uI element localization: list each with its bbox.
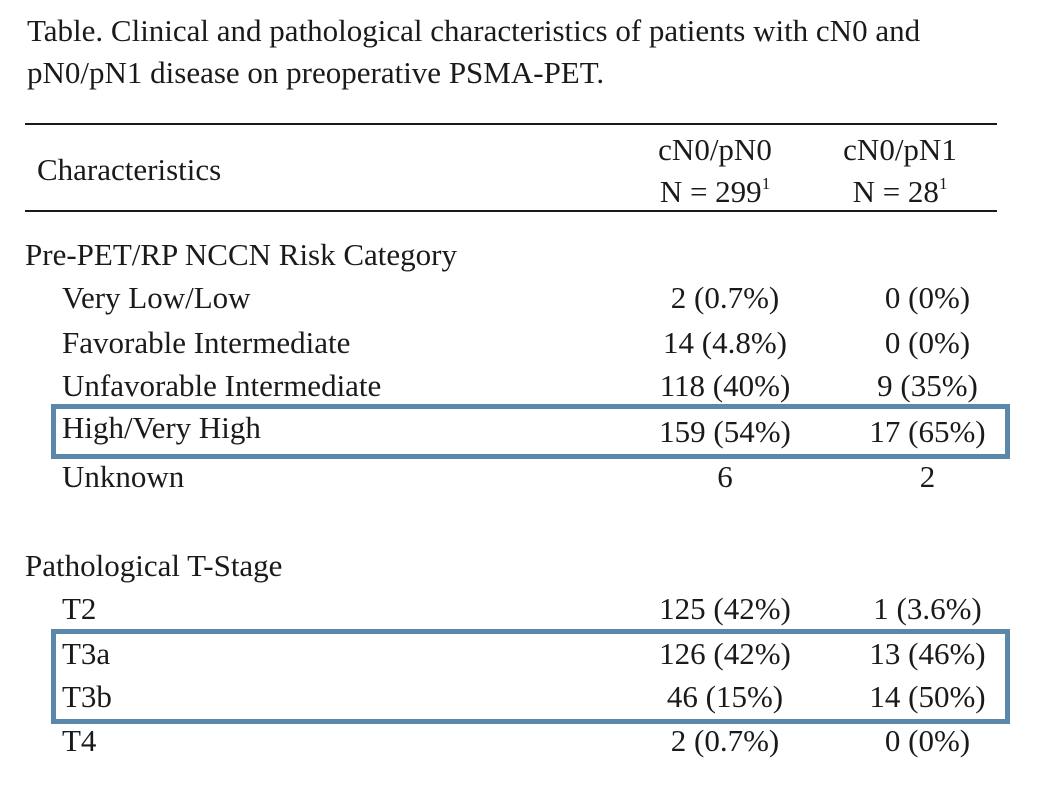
- row-pn0-value: 159 (54%): [659, 414, 791, 449]
- row-pn1-value: 0 (0%): [884, 280, 971, 315]
- row-pn0-value: 6: [717, 459, 733, 494]
- caption-line-1: Table. Clinical and pathological charact…: [27, 13, 921, 48]
- highlight-box-t3: [51, 629, 1010, 724]
- row-label: Favorable Intermediate: [62, 325, 351, 360]
- header-col1-footnote: 1: [761, 174, 771, 193]
- row-pn0-value: 126 (42%): [659, 636, 791, 671]
- row-pn1-value: 17 (65%): [869, 414, 986, 449]
- section-title-risk: Pre-PET/RP NCCN Risk Category: [25, 237, 458, 272]
- header-col2-footnote: 1: [938, 174, 948, 193]
- row-label: Very Low/Low: [62, 280, 251, 315]
- row-pn1-value: 13 (46%): [869, 636, 986, 671]
- row-pn1-value: 2: [919, 459, 936, 494]
- header-characteristics: Characteristics: [37, 152, 222, 187]
- top-rule: [25, 123, 997, 125]
- header-col1-name: cN0/pN0: [658, 132, 772, 167]
- row-label: Unfavorable Intermediate: [62, 368, 382, 403]
- row-pn0-value: 14 (4.8%): [663, 325, 787, 360]
- row-pn1-value: 0 (0%): [884, 325, 971, 360]
- highlight-box-high-risk: [51, 404, 1010, 459]
- row-pn1-value: 14 (50%): [869, 679, 986, 714]
- row-label: T2: [62, 591, 97, 626]
- header-rule: [25, 210, 997, 212]
- row-label: T3a: [62, 636, 111, 671]
- row-label: Unknown: [62, 459, 185, 494]
- header-col2-count: N = 281: [810, 172, 990, 212]
- caption-line-2: pN0/pN1 disease on preoperative PSMA-PET…: [27, 55, 605, 90]
- row-label: High/Very High: [62, 410, 261, 445]
- section-title-t-stage: Pathological T-Stage: [25, 548, 283, 583]
- table-caption: Table. Clinical and pathological charact…: [27, 10, 1037, 94]
- header-col2-name: cN0/pN1: [843, 132, 957, 167]
- row-pn0-value: 46 (15%): [666, 679, 784, 714]
- header-col1-n: N = 299: [659, 174, 762, 209]
- row-pn0-value: 2 (0.7%): [670, 280, 780, 315]
- row-pn1-value: 1 (3.6%): [873, 591, 982, 626]
- header-col2-n: N = 28: [852, 174, 939, 209]
- row-pn0-value: 118 (40%): [659, 368, 791, 403]
- row-pn0-value: 125 (42%): [659, 591, 791, 626]
- row-label: T4: [62, 723, 97, 758]
- row-label: T3b: [62, 679, 112, 714]
- row-pn1-value: 9 (35%): [877, 368, 978, 403]
- row-pn0-value: 2 (0.7%): [670, 723, 780, 758]
- row-pn1-value: 0 (0%): [884, 723, 971, 758]
- header-col1-count: N = 2991: [615, 172, 815, 212]
